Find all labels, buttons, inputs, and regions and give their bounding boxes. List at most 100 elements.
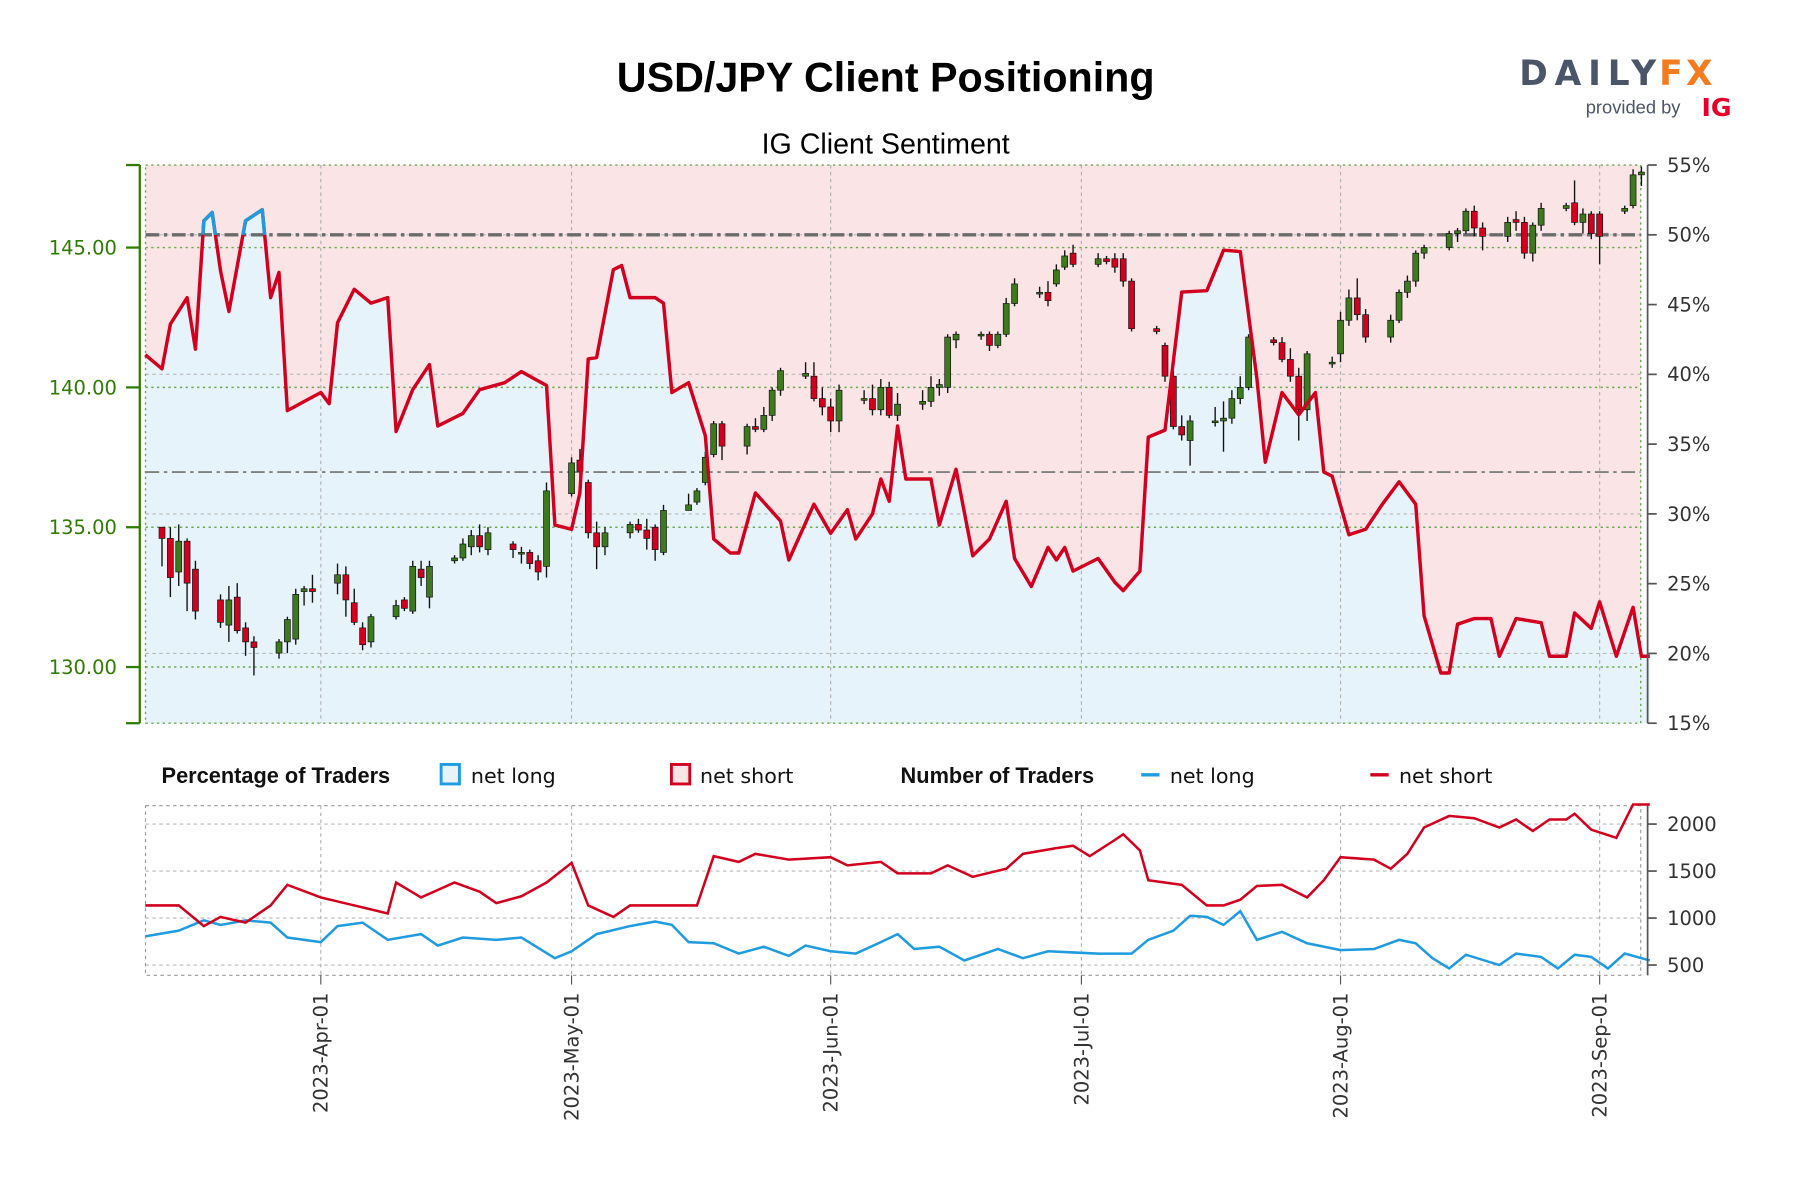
candle-body-up: [710, 423, 717, 455]
candle-body-up: [225, 599, 233, 626]
price-candle: [1412, 250, 1420, 287]
price-candle: [977, 331, 985, 340]
candle-body-up: [392, 605, 400, 618]
candle-body-up: [860, 398, 868, 401]
price-candle: [401, 597, 408, 612]
price-candle: [810, 362, 818, 402]
price-candle: [743, 423, 751, 455]
price-candle: [518, 546, 525, 564]
candle-body-up: [1228, 398, 1236, 419]
candle-body-down: [1170, 375, 1177, 427]
candle-body-up: [894, 403, 901, 416]
candle-body-down: [401, 599, 408, 609]
price-candle: [275, 639, 283, 659]
candle-body-down: [584, 482, 592, 534]
price-candle: [467, 530, 475, 556]
candle-body-down: [827, 406, 834, 422]
price-candle: [760, 406, 768, 433]
candle-body-down: [810, 375, 818, 399]
price-candle: [986, 331, 993, 352]
price-candle: [1562, 202, 1570, 212]
price-candle: [1103, 255, 1110, 265]
candle-body-down: [342, 574, 350, 601]
price-candle: [1236, 376, 1244, 405]
candle-body-down: [718, 423, 726, 447]
candle-body-down: [1571, 202, 1578, 223]
count-frame: [144, 805, 1642, 976]
price-candle: [1094, 253, 1102, 268]
candle-body-up: [451, 557, 458, 562]
price-candle: [1287, 348, 1294, 382]
price-candle: [1011, 278, 1018, 307]
price-candle: [777, 367, 784, 396]
price-candle: [509, 541, 517, 558]
price-candle: [994, 331, 1002, 349]
pct-axis-label: 15%: [1667, 712, 1710, 735]
price-candle: [284, 616, 291, 654]
price-candle: [1345, 289, 1353, 326]
candle-body-down: [1270, 339, 1277, 343]
price-candle: [660, 504, 667, 556]
price-candle: [1295, 367, 1303, 441]
candle-body-down: [1119, 258, 1127, 282]
pct-axis-label: 20%: [1667, 642, 1710, 665]
price-candle: [1061, 250, 1069, 270]
candle-body-down: [1287, 359, 1294, 377]
price-candle: [718, 420, 726, 461]
price-candle: [1228, 390, 1236, 424]
price-candle: [1178, 415, 1186, 441]
price-candle: [1036, 286, 1043, 298]
candle-body-up: [1002, 303, 1010, 335]
price-candle: [643, 518, 651, 550]
candle-body-down: [359, 627, 366, 646]
candle-body-up: [952, 333, 960, 341]
candle-body-up: [835, 389, 843, 422]
price-candle: [250, 636, 258, 676]
price-candle: [1220, 401, 1227, 452]
legend-pct-short-label: net short: [700, 764, 793, 788]
legend-pct-long-swatch: [439, 763, 461, 786]
price-candle: [601, 527, 609, 556]
candle-body-up: [292, 593, 300, 640]
price-candle: [526, 549, 534, 570]
price-candle: [1504, 216, 1512, 242]
price-candle: [860, 390, 868, 405]
candle-body-up: [467, 535, 475, 548]
price-candle: [894, 392, 901, 421]
price-candle: [334, 563, 341, 595]
candle-body-down: [1069, 252, 1077, 265]
price-candle: [568, 457, 575, 497]
candle-body-up: [944, 336, 952, 388]
price-candle: [1328, 356, 1336, 368]
price-candle: [300, 585, 308, 606]
dailyfx-logo: DAILY FX provided by IG: [1519, 54, 1731, 122]
candle-body-up: [877, 387, 885, 411]
price-candle: [192, 560, 199, 620]
pct-axis-label: 40%: [1667, 363, 1710, 386]
candle-body-down: [1470, 210, 1478, 229]
sentiment-price-plot: 145.00 140.00 135.00 130.00 55% 50% 45% 40% 35% 3…: [49, 154, 1711, 735]
candle-body-down: [526, 552, 534, 564]
candle-body-down: [635, 524, 642, 531]
price-axis-label: 145.00: [49, 236, 117, 259]
price-axis-label: 130.00: [49, 656, 117, 679]
price-candle: [242, 622, 249, 656]
candle-body-down: [1044, 291, 1052, 302]
chart-subtitle: IG Client Sentiment: [762, 129, 1010, 161]
price-candle: [1362, 309, 1369, 343]
candle-body-up: [1462, 210, 1470, 232]
price-candle: [635, 518, 642, 533]
price-candle: [409, 560, 417, 614]
price-candle: [710, 420, 717, 458]
candle-body-up: [568, 462, 575, 495]
logo-fx: FX: [1659, 54, 1716, 94]
candle-body-up: [660, 510, 667, 553]
candle-body-down: [233, 596, 241, 632]
candle-body-up: [1445, 233, 1453, 248]
price-candle: [1479, 222, 1486, 251]
price-candle: [459, 538, 467, 561]
candle-body-down: [1128, 280, 1135, 330]
candle-body-down: [651, 526, 659, 550]
price-candle: [1579, 208, 1587, 234]
